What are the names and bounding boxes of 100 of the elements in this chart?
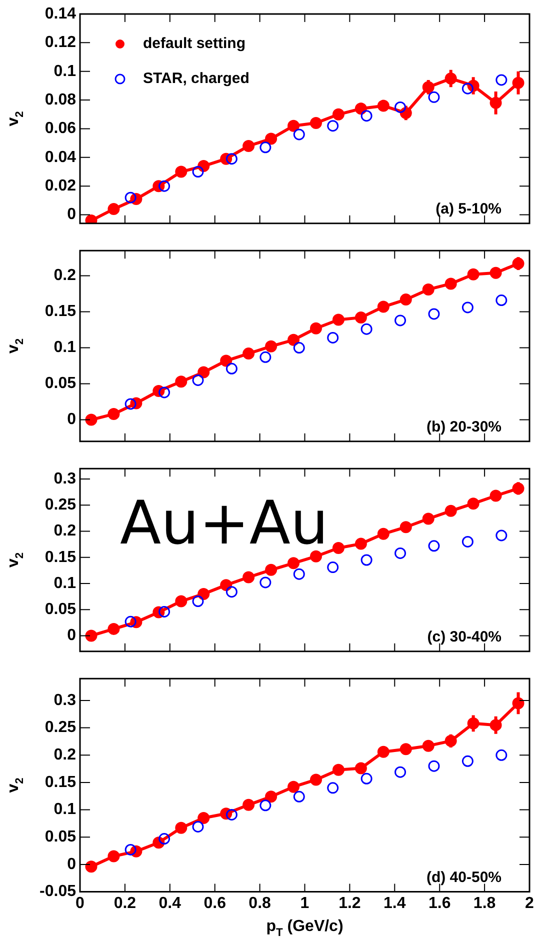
point (360, 554, 372, 566)
point (400, 743, 412, 756)
point (428, 540, 440, 552)
point (293, 790, 305, 802)
point (260, 142, 272, 154)
point (192, 374, 204, 386)
point (444, 734, 457, 747)
y-tick-label: 0.3 (54, 470, 76, 488)
point (158, 386, 170, 398)
y-axis-title: v2 (5, 111, 26, 126)
point (158, 606, 170, 618)
x-tick-label: 0.4 (158, 894, 182, 912)
point (332, 764, 344, 776)
point (220, 354, 232, 367)
point (327, 782, 339, 794)
y-tick-label: 0 (67, 627, 76, 644)
point (175, 822, 188, 834)
y-tick-label: 0.06 (44, 120, 76, 138)
point (462, 82, 474, 94)
point (377, 100, 390, 112)
point (124, 192, 136, 204)
text: (c) 30-40% (427, 628, 502, 646)
point (467, 268, 480, 280)
y-tick-label: 0.25 (44, 496, 76, 514)
point (444, 504, 457, 517)
point (192, 820, 204, 832)
x-tick-label: 1.4 (384, 894, 406, 912)
point (108, 850, 120, 862)
point (394, 314, 406, 326)
point (198, 812, 210, 824)
text: (b) 20-30% (426, 418, 502, 436)
legend-label: STAR, charged (143, 70, 250, 88)
point (462, 302, 474, 314)
point (288, 334, 300, 346)
point (428, 91, 440, 103)
annotation: Au+Au (120, 488, 328, 559)
point (108, 408, 120, 420)
point (512, 258, 524, 270)
point (310, 322, 322, 334)
point (467, 498, 480, 510)
y-tick-label: 0.1 (54, 801, 76, 818)
text: (a) 5-10% (436, 200, 502, 218)
point (198, 366, 210, 378)
point (226, 362, 238, 374)
y-tick-label: 0 (67, 856, 76, 873)
x-tick-label: 1.6 (428, 894, 451, 912)
point (377, 528, 390, 540)
point (293, 342, 305, 354)
point (496, 749, 508, 761)
point (220, 579, 232, 592)
y-tick-label: 0.15 (44, 774, 76, 791)
point (192, 596, 204, 608)
x-tick-label: 1.2 (338, 894, 361, 912)
point (400, 521, 412, 534)
point (490, 719, 502, 732)
point (354, 312, 367, 324)
point (124, 844, 136, 856)
y-axis-title: v2 (5, 778, 26, 793)
x-tick-label: 1.8 (473, 894, 496, 912)
x-tick-label: 0.6 (204, 894, 226, 912)
y-tick-label: 0.05 (44, 828, 76, 846)
point (360, 772, 372, 784)
point (293, 128, 305, 140)
point (332, 314, 344, 326)
point (158, 180, 170, 192)
y-tick-label: 0.15 (44, 548, 76, 566)
y-axis-title: v2 (5, 338, 26, 354)
point (108, 622, 120, 635)
y-axis-title: v2 (5, 552, 26, 568)
point (327, 562, 339, 574)
y-tick-label: 0 (67, 411, 76, 428)
point (394, 101, 406, 113)
point (496, 530, 508, 542)
text: (d) 40-50% (426, 868, 502, 886)
point (293, 568, 305, 580)
point (226, 586, 238, 598)
point (332, 542, 344, 554)
point (428, 760, 440, 772)
y-tick-label: 0.2 (54, 522, 76, 540)
point (428, 308, 440, 320)
point (242, 348, 255, 360)
point (260, 576, 272, 588)
y-tick-label: 0.3 (54, 692, 76, 709)
legend-label: default setting (143, 35, 246, 52)
x-tick-label: 2 (525, 894, 534, 912)
point (512, 697, 524, 710)
point (496, 294, 508, 306)
y-tick-label: 0.15 (44, 303, 76, 320)
point (124, 616, 136, 628)
point (85, 860, 98, 873)
y-tick-label: 0.05 (44, 375, 76, 392)
point (354, 102, 367, 115)
point (198, 588, 210, 600)
y-tick-label: 0.05 (44, 601, 76, 618)
y-tick-label: 0.1 (54, 62, 76, 80)
point (462, 755, 474, 767)
point (377, 300, 390, 313)
point (462, 536, 474, 548)
point (310, 774, 322, 786)
point (265, 340, 278, 352)
